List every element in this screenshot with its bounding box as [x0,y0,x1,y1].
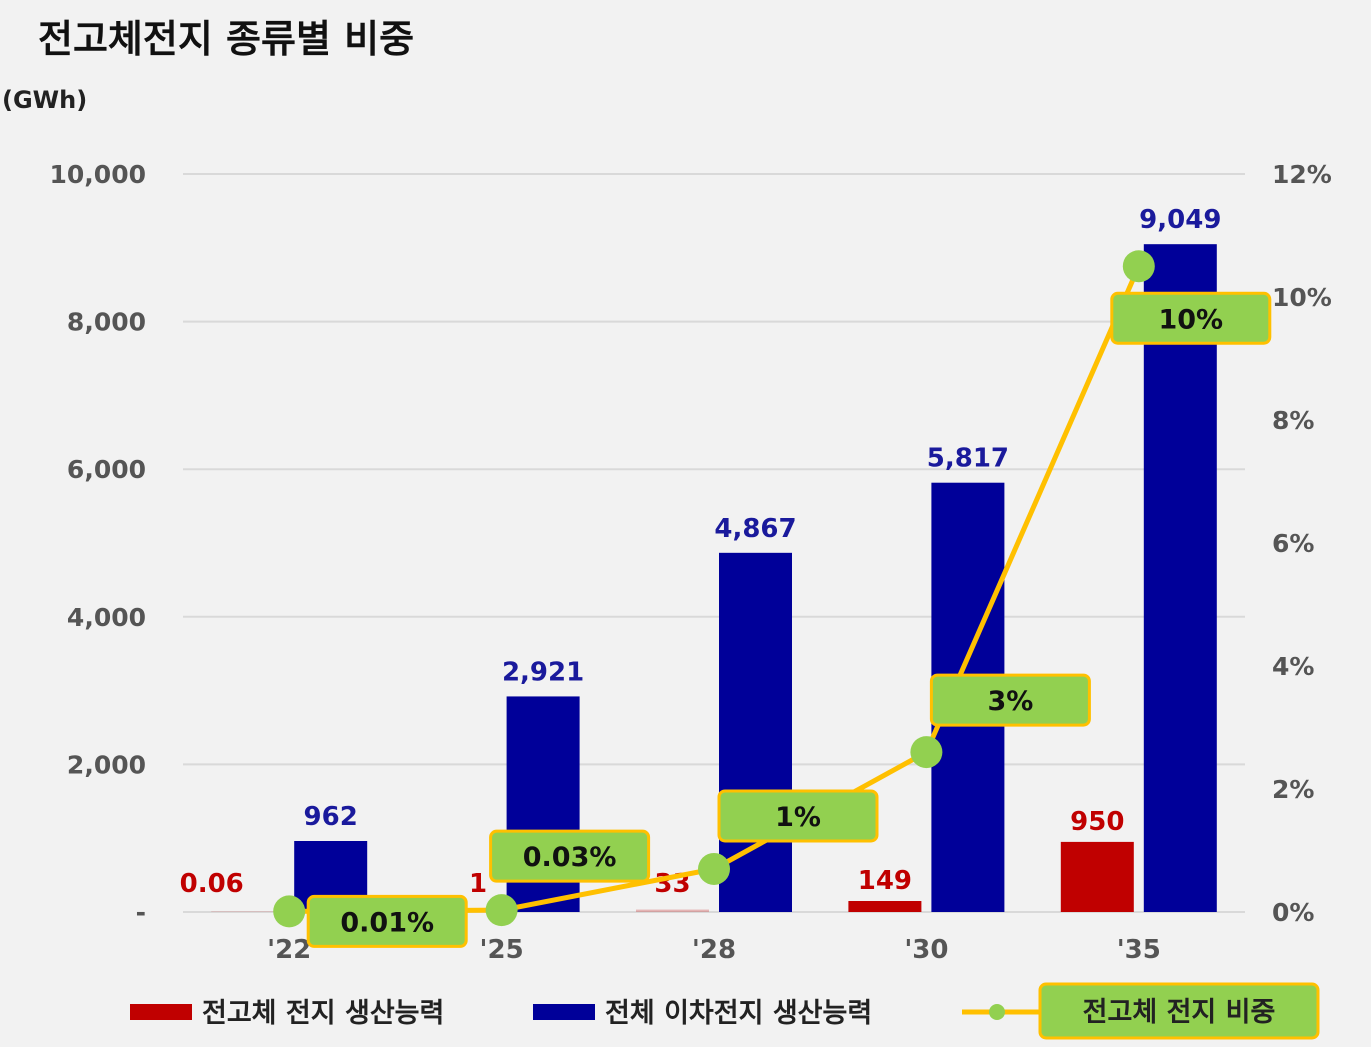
share-label: 3% [987,686,1033,717]
x-tick-label: '30 [904,935,948,965]
legend-label-box [1038,982,1320,1040]
x-tick-label: '25 [480,935,524,965]
bar-total-battery [1143,244,1217,912]
share-line-path [289,265,1142,914]
y-right-tick-label: 2% [1272,775,1314,804]
bar-label-total: 4,867 [714,514,796,544]
bar-label-solid-state: 1 [469,869,487,899]
y-left-tick-label: 6,000 [67,455,146,484]
bar-label-total: 2,921 [502,657,584,687]
legend-label-total-battery: 전체 이차전지 생산능력 [605,998,872,1029]
unit-label: (GWh) [2,86,87,114]
y-left-tick-label: 8,000 [67,308,146,337]
x-tick-label: '22 [267,935,311,965]
x-tick-label: '28 [692,935,736,965]
legend-swatch-total-battery [533,1004,595,1020]
y-left-tick-label: 2,000 [67,750,146,779]
y-right-tick-label: 12% [1272,160,1332,189]
x-tick-label: '35 [1117,935,1161,965]
y-left-tick-label: 10,000 [50,160,146,189]
bar-label-total: 5,817 [927,444,1009,474]
y-left-tick-label: - [136,898,146,927]
share-label-box [929,673,1091,727]
bar-solid-state [636,909,709,912]
bar-label-solid-state: 0.06 [180,869,244,899]
bar-solid-state [1060,841,1134,912]
bars [211,244,1217,912]
share-marker [1122,250,1155,283]
legend: 전고체 전지 생산능력 전체 이차전지 생산능력 전고체 전지 비중 [130,982,1320,1040]
bar-total-battery [719,552,792,912]
y-right-tick-label: 10% [1272,283,1332,312]
share-label-box [717,789,879,843]
share-label: 0.01% [340,907,434,938]
y-right-tick-label: 4% [1272,652,1314,681]
bar-solid-state [848,901,922,912]
share-label-box [306,894,468,948]
share-label-box [1110,291,1272,345]
share-label: 10% [1158,304,1223,335]
legend-swatch-solid-state [130,1004,192,1020]
share-marker [698,852,730,885]
bar-label-total: 9,049 [1139,205,1221,235]
y-right-tick-label: 6% [1272,529,1314,558]
axes: - 2,000 4,000 6,000 8,000 10,000 0% 2% 4% 6% 8% 10%… [50,160,1332,965]
bar-label-solid-state: 149 [858,866,912,896]
share-marker [485,894,518,927]
bar-label-total: 962 [304,802,358,832]
y-right-tick-label: 8% [1272,406,1314,435]
bar-solid-state [211,911,285,912]
share-label-box [489,829,651,883]
bar-label-solid-state: 950 [1070,807,1124,837]
share-marker [910,736,943,769]
share-label: 0.03% [523,842,617,873]
share-marker [273,895,306,928]
y-right-tick-label: 0% [1272,898,1314,927]
legend-swatch-share-marker [989,1004,1005,1020]
share-label: 1% [775,802,821,833]
chart-title: 전고체전지 종류별 비중 [38,17,414,61]
legend-label-share: 전고체 전지 비중 [1083,997,1276,1028]
legend-label-solid-state: 전고체 전지 생산능력 [202,998,444,1029]
share-line: 0.01% 0.03% 1% 3% 10% [273,250,1272,948]
y-left-tick-label: 4,000 [67,603,146,632]
